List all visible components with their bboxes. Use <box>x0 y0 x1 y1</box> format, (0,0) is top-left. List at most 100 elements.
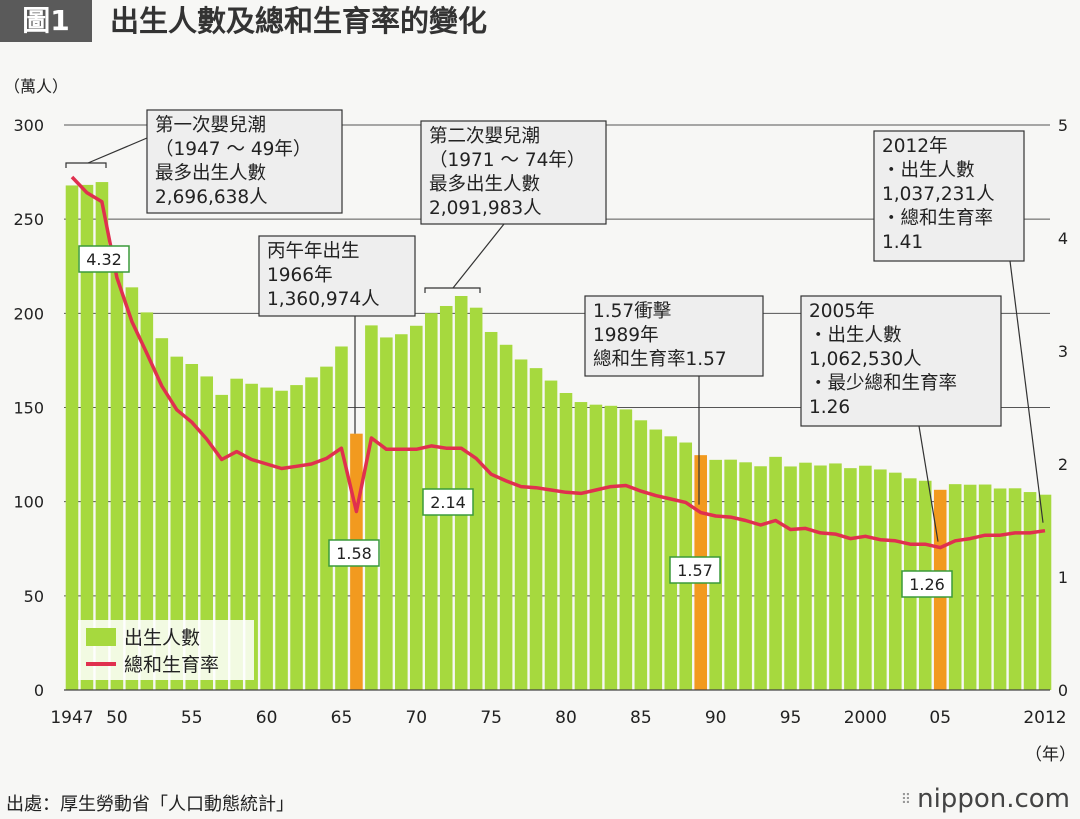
x-unit-label: （年） <box>1025 745 1076 765</box>
legend-bar-label: 出生人數 <box>124 627 200 649</box>
svg-text:1.57: 1.57 <box>677 561 713 580</box>
bar <box>874 469 887 690</box>
y-unit-label: （萬人） <box>4 77 68 96</box>
callout-text: 第二次嬰兒潮 <box>429 126 540 147</box>
bar <box>65 185 79 690</box>
callout-text: 2012年 <box>882 136 948 157</box>
bar <box>380 337 393 690</box>
callout-text: 最多出生人數 <box>429 174 540 195</box>
callout-text: ・最少總和生育率 <box>809 373 957 394</box>
callout-text: 2,091,983人 <box>429 198 542 219</box>
callout-text: 1,360,974人 <box>267 289 380 310</box>
bar <box>110 249 124 690</box>
svg-text:4.32: 4.32 <box>86 250 122 269</box>
bar <box>469 307 483 690</box>
year-range-bracket <box>424 287 481 293</box>
x-tick-label: 65 <box>331 708 353 728</box>
bar <box>410 325 423 690</box>
legend-line-label: 總和生育率 <box>124 654 219 676</box>
bar <box>799 462 812 690</box>
callout-text: 1.26 <box>809 397 850 418</box>
bar <box>365 325 378 690</box>
bar <box>574 402 588 690</box>
bar <box>260 387 273 690</box>
bar <box>155 338 169 690</box>
callout-text: 1,062,530人 <box>809 349 922 370</box>
callout-text: 第一次嬰兒潮 <box>155 115 266 136</box>
legend-bar-swatch <box>86 628 116 646</box>
bar <box>514 359 528 690</box>
bar <box>769 456 782 690</box>
callout-text: ・出生人數 <box>809 325 902 346</box>
bar <box>1008 488 1022 690</box>
bar <box>634 420 648 690</box>
fertility-rate-line <box>70 175 1046 550</box>
bar <box>844 468 857 690</box>
callout-pointer <box>452 223 505 289</box>
x-tick-label: 55 <box>181 708 203 728</box>
bar <box>395 334 408 690</box>
bar <box>529 368 543 690</box>
bar <box>814 465 827 690</box>
y2-tick-label: 4 <box>1058 229 1068 248</box>
value-label: 1.57 <box>669 556 721 584</box>
y-tick-label: 150 <box>13 399 44 418</box>
bar <box>544 380 558 690</box>
bar <box>290 385 303 690</box>
callout-text: 總和生育率1.57 <box>593 349 727 370</box>
callout-box <box>584 295 764 377</box>
y-tick-label: 200 <box>13 304 44 323</box>
callout-pointer <box>87 137 148 164</box>
bar <box>215 394 228 690</box>
value-label: 4.32 <box>78 245 130 273</box>
callout-text: ・總和生育率 <box>882 208 993 229</box>
x-tick-label: 2012 <box>1023 708 1066 728</box>
callout-text: 2,696,638人 <box>155 187 268 208</box>
bar <box>95 182 109 690</box>
x-tick-label: 85 <box>630 708 652 728</box>
bar <box>80 184 94 690</box>
bar <box>948 484 962 690</box>
source-note: 出處：厚生勞動省「人口動態統計」 <box>6 794 294 815</box>
callout-box <box>800 295 1002 427</box>
y-tick-label: 250 <box>13 210 44 229</box>
callout-text: 1,037,231人 <box>882 184 995 205</box>
logo-text: nippon.com <box>917 784 1070 814</box>
bar <box>305 377 318 690</box>
bar <box>335 346 348 690</box>
bar <box>619 409 633 690</box>
callout-text: 1.41 <box>882 232 923 253</box>
bar <box>724 459 737 690</box>
bar <box>125 287 139 690</box>
svg-text:2.14: 2.14 <box>430 493 466 512</box>
svg-text:1.58: 1.58 <box>336 544 372 563</box>
y2-tick-label: 5 <box>1058 116 1068 135</box>
x-tick-label: 50 <box>106 708 128 728</box>
y2-tick-label: 0 <box>1058 681 1068 700</box>
callout-text: 1.57衝擊 <box>593 301 671 322</box>
y2-tick-label: 3 <box>1058 342 1068 361</box>
chart-title: 出生人數及總和生育率的變化 <box>110 4 488 38</box>
y-tick-label: 0 <box>34 681 44 700</box>
svg-text:1.26: 1.26 <box>909 575 945 594</box>
x-tick-label: 90 <box>705 708 727 728</box>
bar <box>859 465 872 690</box>
bar <box>963 484 977 690</box>
x-tick-label: 95 <box>780 708 802 728</box>
bar <box>170 356 184 690</box>
bar <box>320 366 333 690</box>
callout-text: 丙午年出生 <box>267 241 360 262</box>
bar <box>275 390 288 690</box>
bar <box>978 484 992 690</box>
callout-box <box>146 109 343 214</box>
callout-boom2: 第二次嬰兒潮 （1971 ～ 74年） 最多出生人數 2,091,983人 <box>420 120 607 289</box>
callout-text: （1971 ～ 74年） <box>429 150 585 171</box>
y-tick-label: 300 <box>13 116 44 135</box>
callout-text: 2005年 <box>809 301 875 322</box>
bar <box>829 463 842 690</box>
y-tick-label: 100 <box>13 493 44 512</box>
callout-box <box>420 120 607 225</box>
x-tick-label: 80 <box>555 708 577 728</box>
